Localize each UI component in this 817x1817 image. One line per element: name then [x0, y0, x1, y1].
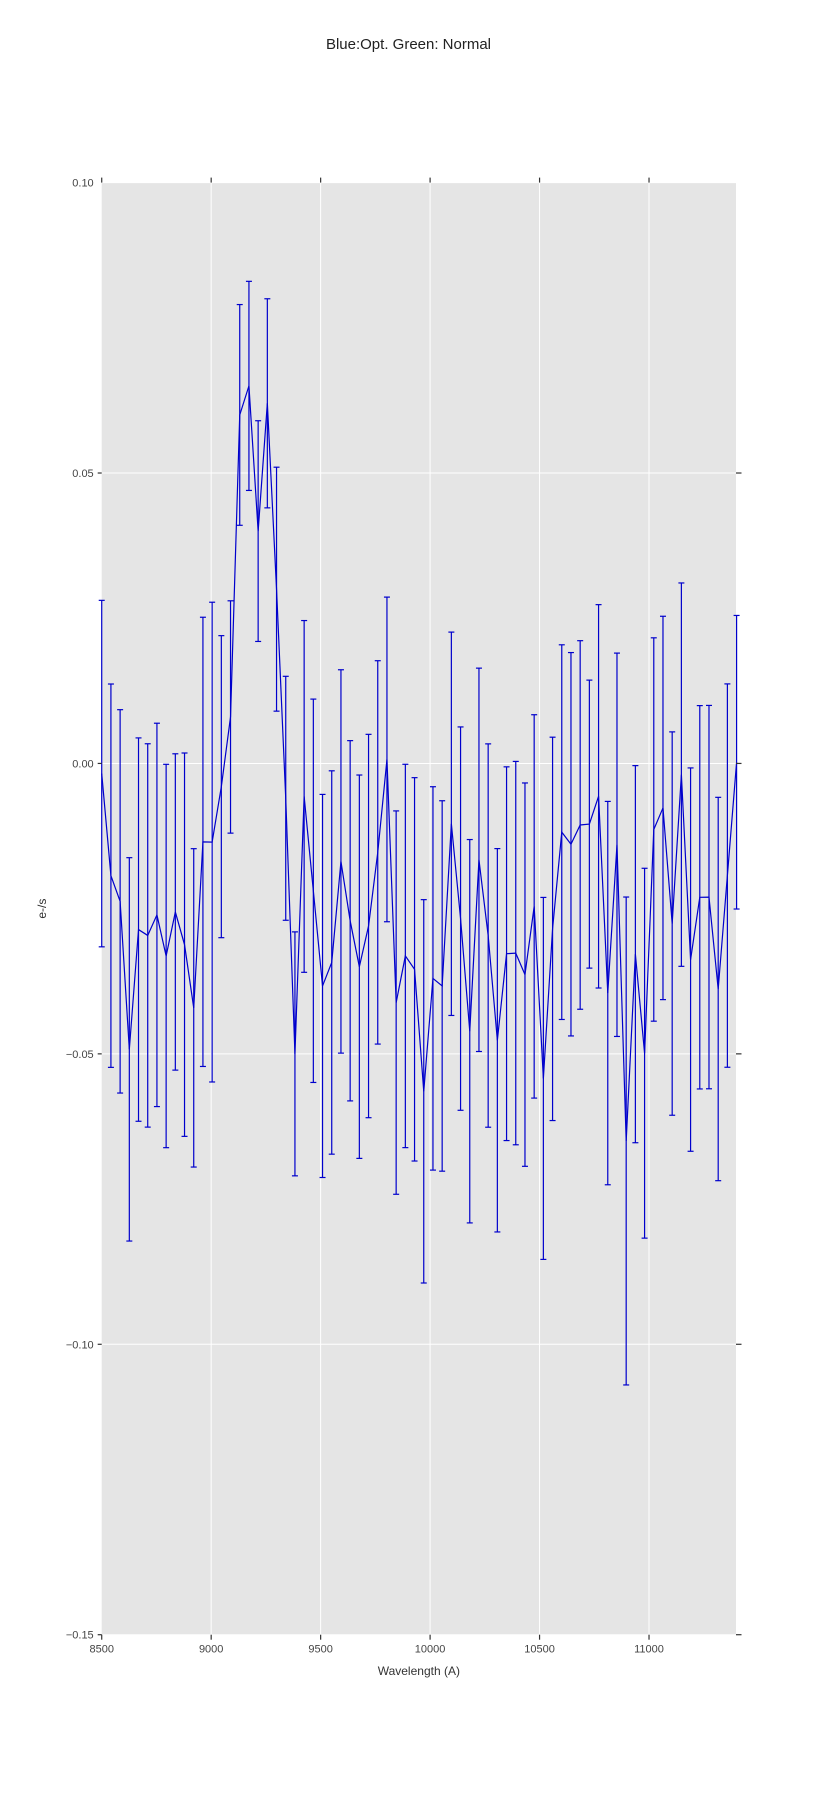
svg-text:10500: 10500	[524, 1644, 555, 1656]
svg-text:0.10: 0.10	[72, 178, 93, 190]
svg-text:11000: 11000	[634, 1644, 664, 1656]
svg-text:−0.15: −0.15	[66, 1630, 94, 1642]
svg-text:9000: 9000	[199, 1644, 223, 1656]
svg-text:0.05: 0.05	[72, 468, 93, 480]
svg-text:Wavelength (A): Wavelength (A)	[378, 1664, 460, 1678]
svg-text:e-/s: e-/s	[35, 899, 49, 919]
svg-text:10000: 10000	[415, 1644, 446, 1656]
svg-text:−0.10: −0.10	[66, 1339, 94, 1351]
svg-text:0.00: 0.00	[72, 758, 93, 770]
svg-text:−0.05: −0.05	[66, 1049, 94, 1061]
svg-text:8500: 8500	[89, 1644, 113, 1656]
svg-text:9500: 9500	[308, 1644, 332, 1656]
